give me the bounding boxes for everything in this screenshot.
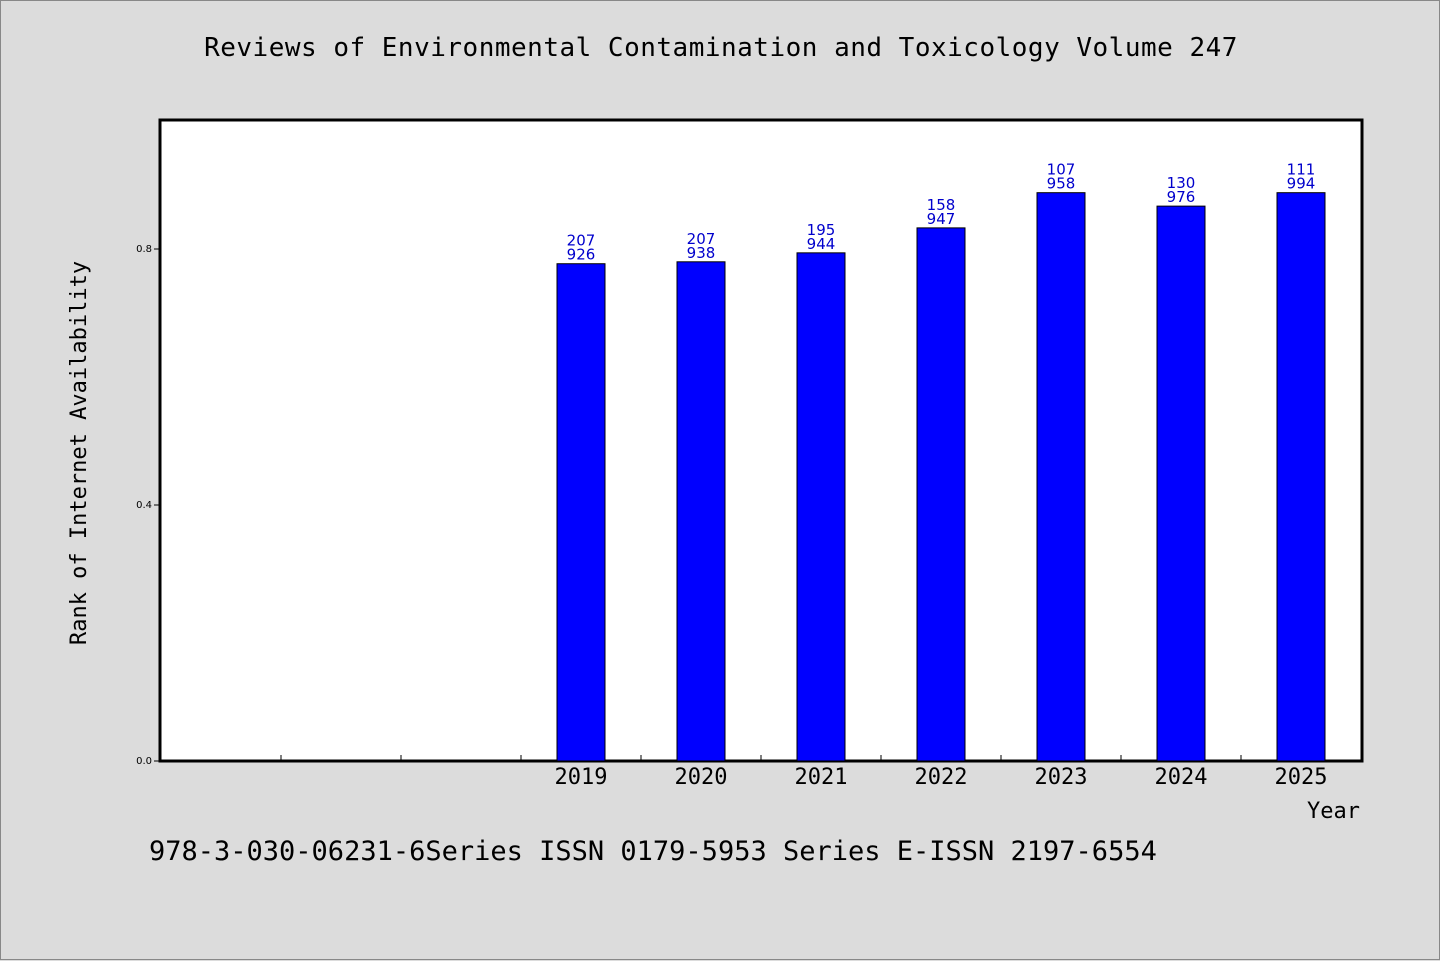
y-tick-label: 0.0	[136, 756, 152, 767]
bar-data-label: 976	[1167, 188, 1196, 206]
x-category-label: 2024	[1155, 765, 1208, 790]
x-category-label: 2023	[1035, 765, 1088, 790]
bar-data-label: 207	[567, 232, 596, 250]
x-axis-categories: 2019 2020 2021 2022 2023 2024 2025	[555, 765, 1328, 790]
x-category-label: 2022	[915, 765, 968, 790]
bar-data-label: 111	[1287, 161, 1316, 179]
y-axis-ticks: 0.0 0.4 0.8	[136, 244, 161, 767]
bar-2020	[676, 261, 726, 762]
bar-2023	[1036, 192, 1086, 762]
y-axis-title: Rank of Internet Availability	[67, 261, 92, 645]
x-axis-ticks	[280, 755, 1242, 761]
bar-data-label: 947	[927, 210, 956, 228]
bar-data-label: 130	[1167, 174, 1196, 192]
x-category-label: 2025	[1275, 765, 1328, 790]
chart-title: Reviews of Environmental Contamination a…	[204, 33, 1238, 63]
isbn-issn-footer: 978-3-030-06231-6Series ISSN 0179-5953 S…	[149, 836, 1157, 867]
bar-data-label: 107	[1047, 161, 1076, 179]
bar-data-label: 944	[807, 235, 836, 253]
bar-data-label: 958	[1047, 175, 1076, 193]
bar-2024	[1156, 205, 1206, 762]
x-category-label: 2020	[675, 765, 728, 790]
bar-data-label: 158	[927, 196, 956, 214]
bar-2022	[916, 227, 966, 762]
bar-series	[556, 192, 1326, 762]
bar-data-label: 195	[807, 221, 836, 239]
bar-2019	[556, 263, 606, 762]
x-axis-title: Year	[1307, 799, 1360, 824]
y-tick-label: 0.4	[136, 500, 152, 511]
bar-data-label: 207	[687, 230, 716, 248]
x-category-label: 2019	[555, 765, 608, 790]
x-category-label: 2021	[795, 765, 848, 790]
bar-2021	[796, 252, 846, 762]
bar-data-label: 938	[687, 244, 716, 262]
bar-data-label: 994	[1287, 175, 1316, 193]
bar-data-label: 926	[567, 246, 596, 264]
bar-2025	[1276, 192, 1326, 762]
y-tick-label: 0.8	[136, 244, 152, 255]
